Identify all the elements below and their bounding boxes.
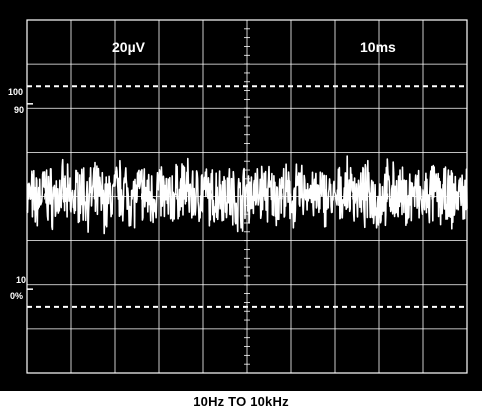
noise-trace-line — [26, 155, 468, 235]
ref-label-10: 10 — [16, 275, 26, 285]
time-per-div-label: 10ms — [360, 39, 396, 55]
oscilloscope-plot: 20µV 10ms 100 90 10 0% — [8, 19, 468, 374]
bandwidth-caption: 10Hz TO 10kHz — [193, 394, 289, 409]
noise-trace — [26, 155, 468, 235]
ref-label-100: 100 — [8, 87, 23, 97]
volts-per-div-label: 20µV — [112, 39, 146, 55]
ref-label-90: 90 — [14, 105, 24, 115]
scope-labels: 20µV 10ms 100 90 10 0% — [8, 39, 396, 301]
ref-label-0-percent: 0% — [10, 291, 23, 301]
reference-lines — [27, 85, 467, 308]
